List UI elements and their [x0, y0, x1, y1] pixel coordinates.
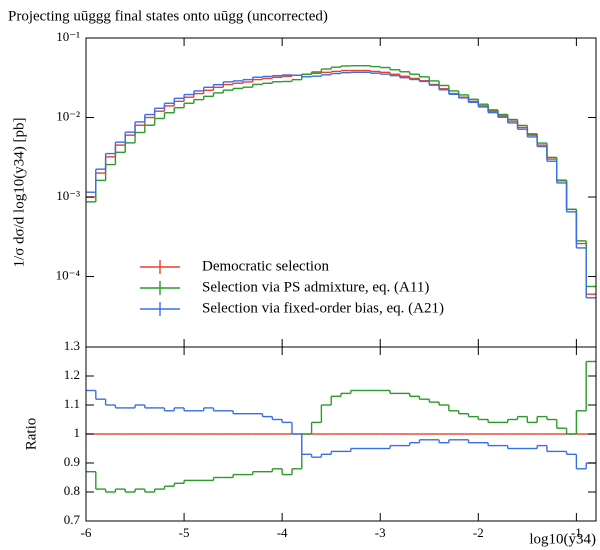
y-tick-label: 1.2 — [64, 367, 80, 382]
y-tick-label: 10⁻¹ — [56, 29, 80, 44]
y-tick-label: 1 — [74, 425, 81, 440]
chart-title: Projecting uūggg final states onto uūgg … — [8, 8, 328, 24]
y-tick-label: 10⁻⁴ — [56, 268, 81, 283]
x-tick-label: -3 — [375, 525, 386, 540]
y-tick-label: 0.7 — [64, 512, 81, 527]
y-tick-label: 1.3 — [64, 338, 80, 353]
x-tick-label: -5 — [179, 525, 190, 540]
y-tick-label: 0.9 — [64, 454, 80, 469]
y-axis-label: 1/σ dσ/d log10(y34) [pb] — [11, 118, 27, 268]
x-tick-label: -4 — [277, 525, 288, 540]
y-tick-label: 0.8 — [64, 483, 80, 498]
legend-label: Selection via PS admixture, eq. (A11) — [202, 279, 429, 295]
y-tick-label: 1.1 — [64, 396, 80, 411]
y-tick-label: 10⁻² — [56, 108, 80, 123]
x-tick-label: -2 — [473, 525, 484, 540]
x-tick-label: -6 — [81, 525, 92, 540]
x-axis-label: log10(y34) — [529, 531, 596, 547]
y-axis-label: Ratio — [23, 418, 39, 451]
y-tick-label: 10⁻³ — [56, 188, 80, 203]
legend-label: Democratic selection — [202, 258, 330, 274]
x-tick-label: -1 — [571, 525, 582, 540]
legend-label: Selection via fixed-order bias, eq. (A21… — [202, 300, 444, 316]
